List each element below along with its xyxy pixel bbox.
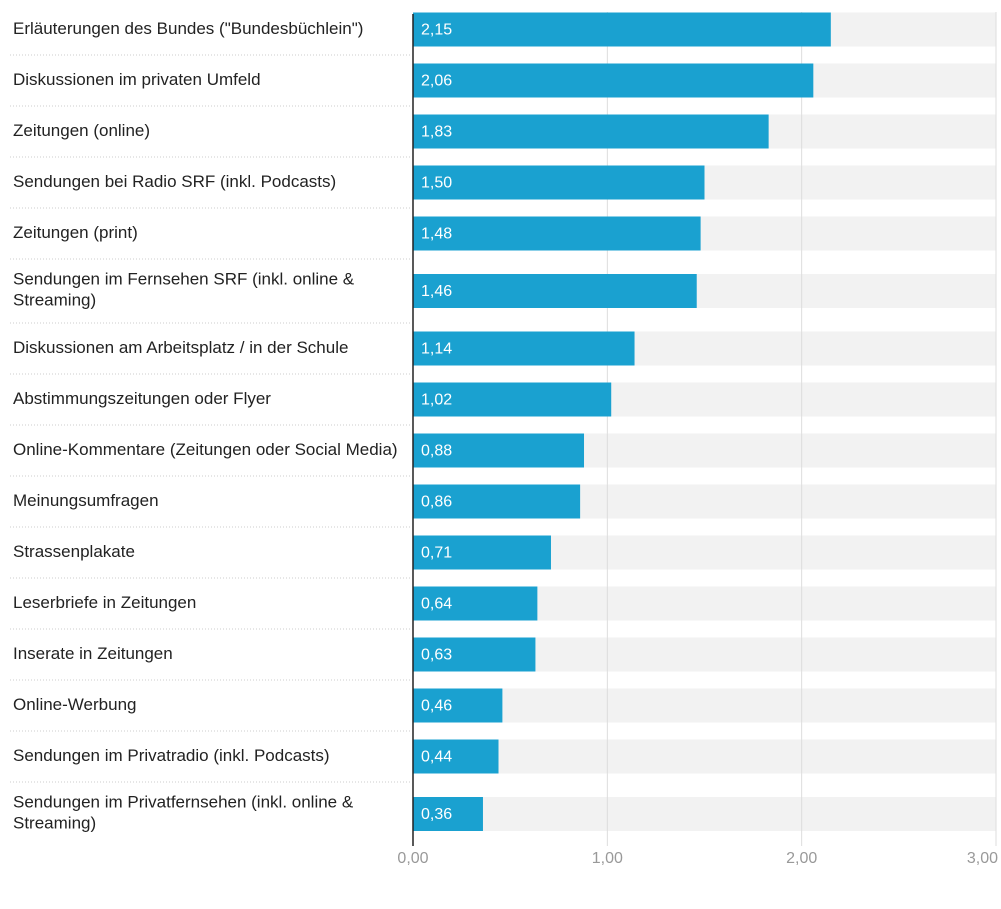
x-tick-label: 2,00 xyxy=(786,850,817,867)
value-label: 0,88 xyxy=(421,443,452,460)
bar xyxy=(413,797,483,831)
bar xyxy=(413,433,585,468)
value-label: 1,46 xyxy=(421,283,452,300)
value-label: 0,36 xyxy=(421,806,452,823)
category-label: Online-Kommentare (Zeitungen oder Social… xyxy=(13,440,398,459)
value-label: 1,50 xyxy=(421,175,452,192)
category-label: Sendungen im Fernsehen SRF (inkl. online… xyxy=(13,270,355,310)
value-label: 0,86 xyxy=(421,494,452,511)
value-label: 0,63 xyxy=(421,647,452,664)
category-label: Sendungen im Privatfernsehen (inkl. onli… xyxy=(13,793,354,833)
bar xyxy=(413,165,705,200)
category-label: Diskussionen am Arbeitsplatz / in der Sc… xyxy=(13,338,348,357)
category-label: Diskussionen im privaten Umfeld xyxy=(13,70,261,89)
category-label: Zeitungen (print) xyxy=(13,223,138,242)
bar xyxy=(413,688,503,723)
value-label: 2,15 xyxy=(421,22,452,39)
bar xyxy=(413,63,814,98)
bar xyxy=(413,331,635,366)
category-label: Abstimmungszeitungen oder Flyer xyxy=(13,389,271,408)
value-label: 0,44 xyxy=(421,749,452,766)
bar xyxy=(413,216,701,251)
bar xyxy=(413,535,551,570)
value-label: 1,02 xyxy=(421,392,452,409)
track xyxy=(413,688,996,723)
bar xyxy=(413,637,536,672)
category-label: Inserate in Zeitungen xyxy=(13,644,173,663)
bars xyxy=(413,12,831,831)
value-label: 0,46 xyxy=(421,698,452,715)
x-tick-label: 0,00 xyxy=(397,850,428,867)
category-label: Leserbriefe in Zeitungen xyxy=(13,593,196,612)
value-label: 0,64 xyxy=(421,596,452,613)
category-label: Sendungen im Privatradio (inkl. Podcasts… xyxy=(13,746,330,765)
category-label: Strassenplakate xyxy=(13,542,135,561)
track xyxy=(413,797,996,831)
bar xyxy=(413,586,538,621)
track xyxy=(413,739,996,774)
category-label: Zeitungen (online) xyxy=(13,121,150,140)
bar xyxy=(413,484,581,519)
category-label: Online-Werbung xyxy=(13,695,136,714)
value-label: 2,06 xyxy=(421,73,452,90)
category-label: Sendungen bei Radio SRF (inkl. Podcasts) xyxy=(13,172,336,191)
x-tick-label: 3,00 xyxy=(967,850,998,867)
category-label: Meinungsumfragen xyxy=(13,491,159,510)
value-label: 1,83 xyxy=(421,124,452,141)
bar xyxy=(413,739,499,774)
bar xyxy=(413,114,769,149)
bar xyxy=(413,382,612,417)
value-label: 1,14 xyxy=(421,341,452,358)
category-label: Erläuterungen des Bundes ("Bundesbüchlei… xyxy=(13,19,363,38)
x-tick-label: 1,00 xyxy=(592,850,623,867)
bar xyxy=(413,274,697,308)
bar xyxy=(413,12,831,47)
value-label: 0,71 xyxy=(421,545,452,562)
value-label: 1,48 xyxy=(421,226,452,243)
grid xyxy=(606,12,997,846)
